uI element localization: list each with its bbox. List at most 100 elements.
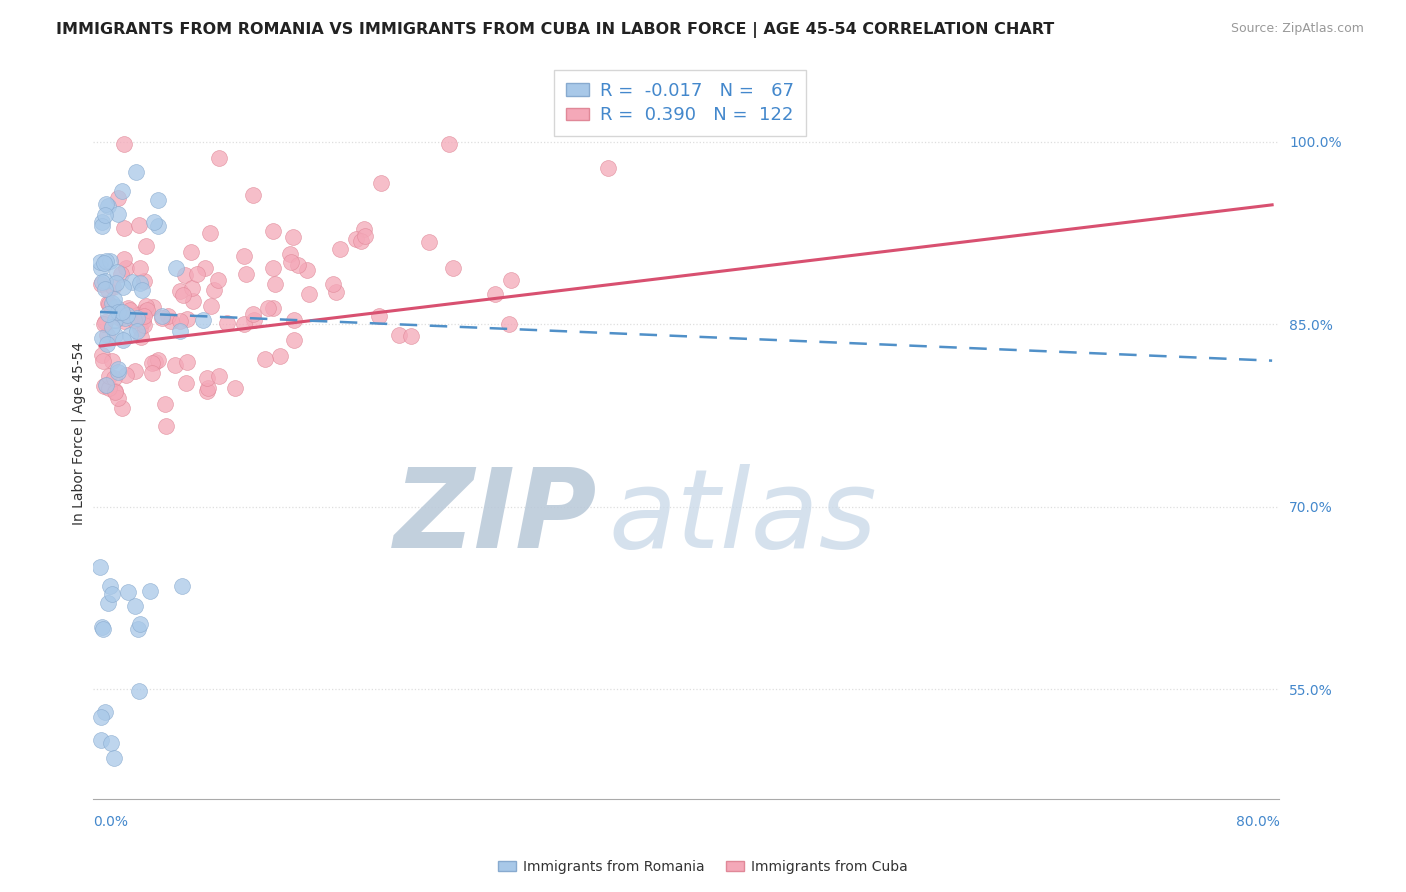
Point [90,219,112,234]
Point [176,312,198,326]
Point [128,218,150,232]
Point [104,384,127,399]
Point [94,378,117,392]
Text: atlas: atlas [609,464,877,571]
Point [107,365,129,379]
Point [97,295,120,310]
Point [93,255,115,269]
Point [344,232,367,246]
Point [204,283,226,297]
Point [111,401,134,416]
Point [120,328,142,343]
Point [484,286,506,301]
Point [90,732,112,747]
Legend: R =  -0.017   N =   67, R =  0.390   N =  122: R = -0.017 N = 67, R = 0.390 N = 122 [554,70,806,136]
Point [197,381,219,395]
Point [399,328,422,343]
Point [89,560,111,574]
Point [262,261,284,276]
Point [262,301,284,315]
Point [287,259,309,273]
Point [120,302,142,317]
Point [117,584,139,599]
Point [134,310,156,324]
Point [108,310,131,325]
Point [111,184,134,198]
Point [350,234,373,248]
Point [146,352,169,367]
Point [111,333,134,347]
Point [136,303,159,318]
Point [128,684,150,698]
Point [155,418,177,433]
Text: 80.0%: 80.0% [1236,815,1279,829]
Point [107,391,129,405]
Point [112,314,135,328]
Point [100,587,122,601]
Point [121,275,143,289]
Point [94,315,117,329]
Point [128,617,150,632]
Point [437,136,460,151]
Point [172,288,194,302]
Point [242,188,264,202]
Point [269,350,291,364]
Point [107,190,129,204]
Point [124,364,146,378]
Point [100,296,122,310]
Point [97,199,120,213]
Point [89,254,111,268]
Point [96,336,118,351]
Point [129,321,152,335]
Point [325,285,347,299]
Point [111,280,134,294]
Point [194,260,217,275]
Point [115,368,138,383]
Point [114,307,136,321]
Point [280,254,302,268]
Point [135,239,157,253]
Point [498,317,520,331]
Point [94,274,117,288]
Point [104,384,127,399]
Point [262,224,284,238]
Point [105,301,128,315]
Point [150,311,173,326]
Point [596,161,619,176]
Point [353,222,375,236]
Point [91,348,114,362]
Point [242,306,264,320]
Point [96,196,118,211]
Point [132,318,155,333]
Point [186,267,208,281]
Point [107,304,129,318]
Point [127,308,149,322]
Point [129,260,152,275]
Point [169,314,191,328]
Point [180,245,202,260]
Point [142,300,165,314]
Point [93,317,115,331]
Point [114,310,136,325]
Point [97,307,120,321]
Point [104,312,127,326]
Point [91,215,114,229]
Point [224,381,246,395]
Point [165,260,187,275]
Point [135,300,157,314]
Point [90,277,112,291]
Point [107,206,129,220]
Point [98,381,121,395]
Point [112,252,135,267]
Point [91,331,114,345]
Point [441,260,464,275]
Point [125,165,148,179]
Point [103,279,125,293]
Text: Source: ZipAtlas.com: Source: ZipAtlas.com [1230,22,1364,36]
Point [111,305,134,319]
Point [129,330,152,344]
Point [139,584,162,599]
Point [104,328,127,343]
Point [160,314,183,328]
Point [418,235,440,249]
